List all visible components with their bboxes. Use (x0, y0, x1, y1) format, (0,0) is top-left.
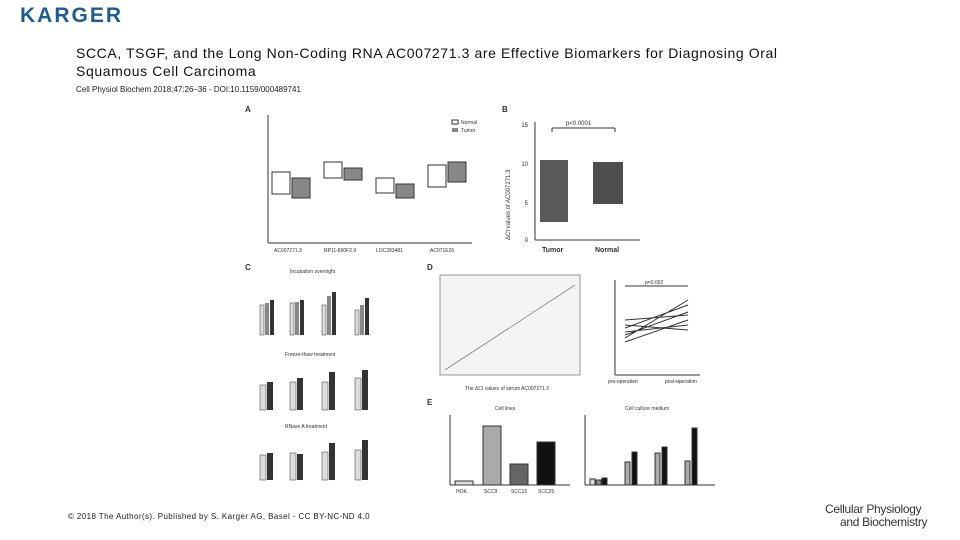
axis-label: The ΔCt values of serum AC007271.3 (465, 386, 549, 392)
panel-label: D (427, 263, 433, 272)
copyright: © 2018 The Author(s). Published by S. Ka… (68, 512, 370, 521)
category-label: Tumor (542, 247, 564, 254)
panel-label: C (245, 263, 251, 272)
category-label: pre-operation (608, 379, 638, 385)
category-label: SCC15 (511, 489, 527, 495)
legend-label: Tumor (461, 128, 476, 134)
legend-label: Normal (461, 120, 477, 126)
category-label: Normal (595, 247, 619, 254)
category-label: HOK (456, 489, 468, 495)
figure: A Normal Tumor AC007271.3 RP11-890F2.9 L… (245, 105, 715, 495)
legend-swatch (451, 119, 459, 125)
panel-c-bars (259, 292, 369, 481)
panel-a-axes (267, 115, 472, 244)
tick-label: 0 (525, 238, 529, 244)
citation: Cell Physiol Biochem 2018;47:26–36 - DOI… (76, 85, 301, 94)
category-label: RP11-890F2.9 (324, 248, 356, 254)
category-label: SCC9 (484, 489, 498, 495)
category-label: SCC25 (538, 489, 554, 495)
tick-label: 5 (525, 201, 529, 207)
tick-label: 15 (521, 123, 528, 129)
dot-cloud (593, 162, 623, 204)
axis-label: ΔCt values of AC007271.3 (506, 169, 512, 240)
journal-line: Cellular Physiology (825, 502, 922, 516)
subtitle: Cell culture medium (625, 406, 669, 412)
panel-e-bars (449, 415, 715, 486)
dot-cloud (540, 160, 568, 222)
subtitle: RNase A treatment (285, 424, 328, 430)
subtitle: Cell lines (495, 406, 516, 412)
logo: KARGER (20, 4, 124, 27)
fit-line (444, 284, 576, 371)
journal-logo: Cellular Physiology and Biochemistry (825, 502, 928, 529)
panel-b-axes (534, 122, 640, 241)
subtitle: Incubation overnight (290, 269, 336, 275)
panel-d-axes (614, 280, 700, 376)
panel-label: B (502, 105, 508, 114)
tick-label: 10 (521, 162, 528, 168)
p-value: p<0.0001 (566, 121, 592, 127)
category-label: LOC283481 (376, 248, 403, 254)
p-value: p=0.002 (645, 280, 663, 286)
panel-label: E (427, 398, 433, 407)
journal-line: and Biochemistry (840, 515, 928, 529)
category-label: post-operation (665, 379, 697, 385)
category-label: AC007271.3 (274, 248, 302, 254)
legend-swatch (452, 128, 458, 132)
category-label: AC071E26 (430, 248, 454, 254)
title: SCCA, TSGF, and the Long Non-Coding RNA … (76, 45, 778, 79)
panel-label: A (245, 105, 251, 114)
scatter-frame (439, 274, 581, 376)
subtitle: Freeze-thaw treatment (285, 352, 336, 358)
